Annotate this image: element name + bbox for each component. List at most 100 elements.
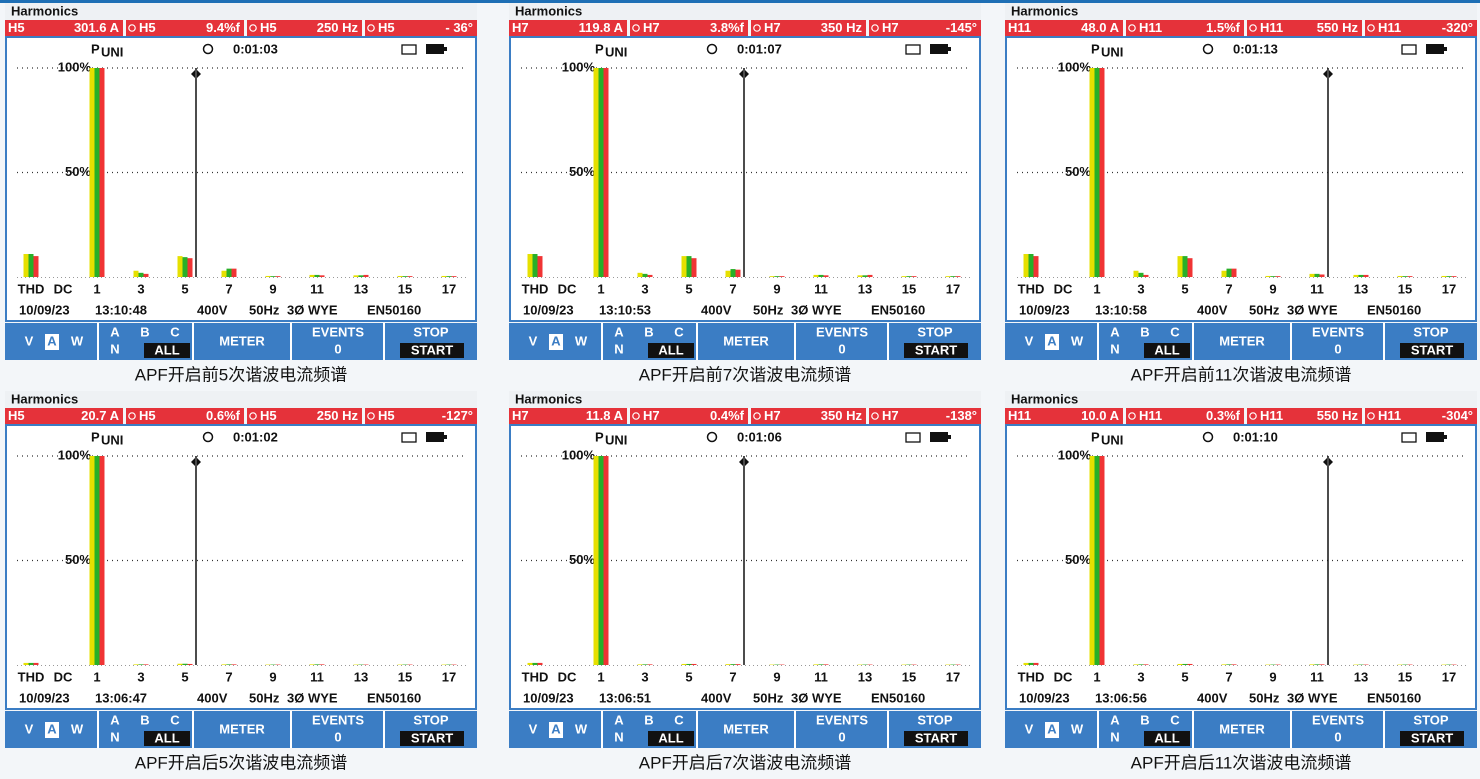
harmonics-panel: Harmonics H11 10.0 A H11 0.3%f H11 550 Hz H11 -3… [1005, 391, 1477, 772]
reading-value: -320° [1442, 20, 1473, 35]
softkey-all-box [1144, 343, 1190, 358]
bar [407, 276, 413, 277]
softkey-all: ALL [1154, 342, 1179, 357]
bar [309, 274, 315, 277]
bar [275, 276, 281, 277]
bar [94, 68, 100, 277]
cursor-marker [191, 70, 201, 78]
softkey-all-box [648, 731, 694, 746]
bar [1314, 664, 1320, 665]
reading-value: 350 Hz [821, 408, 863, 423]
softkey-w: W [1071, 721, 1084, 736]
bar [818, 664, 824, 665]
softkey-events: EVENTS [312, 712, 364, 727]
bar [735, 269, 741, 277]
battery-tip [444, 435, 447, 439]
reading-cell [5, 408, 123, 424]
softkey-all: ALL [658, 342, 683, 357]
x-tick-label: DC [1054, 669, 1073, 684]
bar [1099, 68, 1105, 277]
softkey-bar [5, 323, 477, 360]
softkey-start-box [400, 731, 464, 746]
x-tick-label: 7 [225, 281, 232, 296]
bar [1182, 256, 1188, 277]
bar [99, 68, 105, 277]
softkey-a: A [551, 721, 561, 736]
bar [319, 664, 325, 665]
bar [1358, 274, 1364, 277]
bar [1275, 276, 1281, 277]
battery-tip [1444, 435, 1447, 439]
y-tick-label: 50% [569, 552, 595, 567]
bar [1270, 276, 1276, 277]
bar [774, 276, 780, 277]
bar [901, 276, 907, 277]
softkey-bar [5, 711, 477, 748]
bar [133, 270, 139, 277]
bar [537, 662, 543, 665]
phase-icon [753, 24, 761, 32]
x-tick-label: 17 [1442, 669, 1456, 684]
battery-tip [948, 435, 951, 439]
reading-value: -145° [946, 20, 977, 35]
reading-value: -304° [1442, 408, 1473, 423]
softkey-stop: STOP [917, 712, 952, 727]
softkey-start-box [904, 731, 968, 746]
reading-label: H7 [512, 20, 529, 35]
harmonics-panel: Harmonics H5 301.6 A H5 9.4%f H5 250 Hz H5 - 36°… [5, 3, 477, 384]
bar [1446, 276, 1452, 277]
harmonics-panel: Harmonics H5 20.7 A H5 0.6%f H5 250 Hz H5 -127° P… [5, 391, 477, 772]
softkey-all-box [1144, 731, 1190, 746]
timer: 0:01:02 [233, 429, 278, 444]
screen [509, 424, 981, 710]
bar [1397, 275, 1403, 277]
softkey-stop: STOP [413, 712, 448, 727]
x-tick-label: 1 [597, 281, 604, 296]
softkey-stop: STOP [413, 324, 448, 339]
bar [647, 664, 653, 665]
x-tick-label: DC [54, 281, 73, 296]
bar [187, 258, 193, 277]
y-tick-label: 50% [1065, 164, 1091, 179]
reading-cell [869, 408, 981, 424]
x-tick-label: DC [558, 669, 577, 684]
footer-time: 13:10:58 [1095, 302, 1147, 317]
footer-standard: EN50160 [871, 302, 925, 317]
footer-date: 10/09/23 [523, 302, 574, 317]
x-tick-label: 13 [354, 669, 368, 684]
y-tick-label: 50% [569, 164, 595, 179]
harmonics-panel: Harmonics H7 119.8 A H7 3.8%f H7 350 Hz H7 -145°… [509, 3, 981, 384]
bar [1099, 456, 1105, 665]
bar [1319, 664, 1325, 665]
bar [265, 275, 271, 277]
x-tick-label: 9 [1269, 281, 1276, 296]
bar [1451, 276, 1457, 277]
screen [509, 36, 981, 322]
softkey-v: V [529, 333, 538, 348]
softkey-phase-c: C [674, 324, 684, 339]
footer-date: 10/09/23 [523, 690, 574, 705]
reading-label: H5 [139, 408, 156, 423]
softkey-phase-c: C [1170, 324, 1180, 339]
bar [1094, 68, 1100, 277]
softkey-phase-b: B [140, 324, 149, 339]
bar [1177, 663, 1183, 665]
reading-value: 250 Hz [317, 20, 359, 35]
panel-title: Harmonics [1011, 3, 1078, 18]
x-tick-label: 13 [1354, 281, 1368, 296]
bar [603, 68, 609, 277]
x-tick-label: 1 [1093, 281, 1100, 296]
x-tick-label: 11 [814, 281, 828, 296]
mode: P [595, 429, 604, 444]
bar [1133, 270, 1139, 277]
softkey-phase-n: N [614, 341, 623, 356]
title-bar [509, 3, 981, 20]
softkey-meter: METER [723, 333, 769, 348]
softkey-all-box [648, 343, 694, 358]
softkey-w: W [71, 721, 84, 736]
softkey-phase-a: A [110, 324, 120, 339]
reading-cell [1247, 408, 1362, 424]
x-tick-label: 11 [310, 281, 324, 296]
